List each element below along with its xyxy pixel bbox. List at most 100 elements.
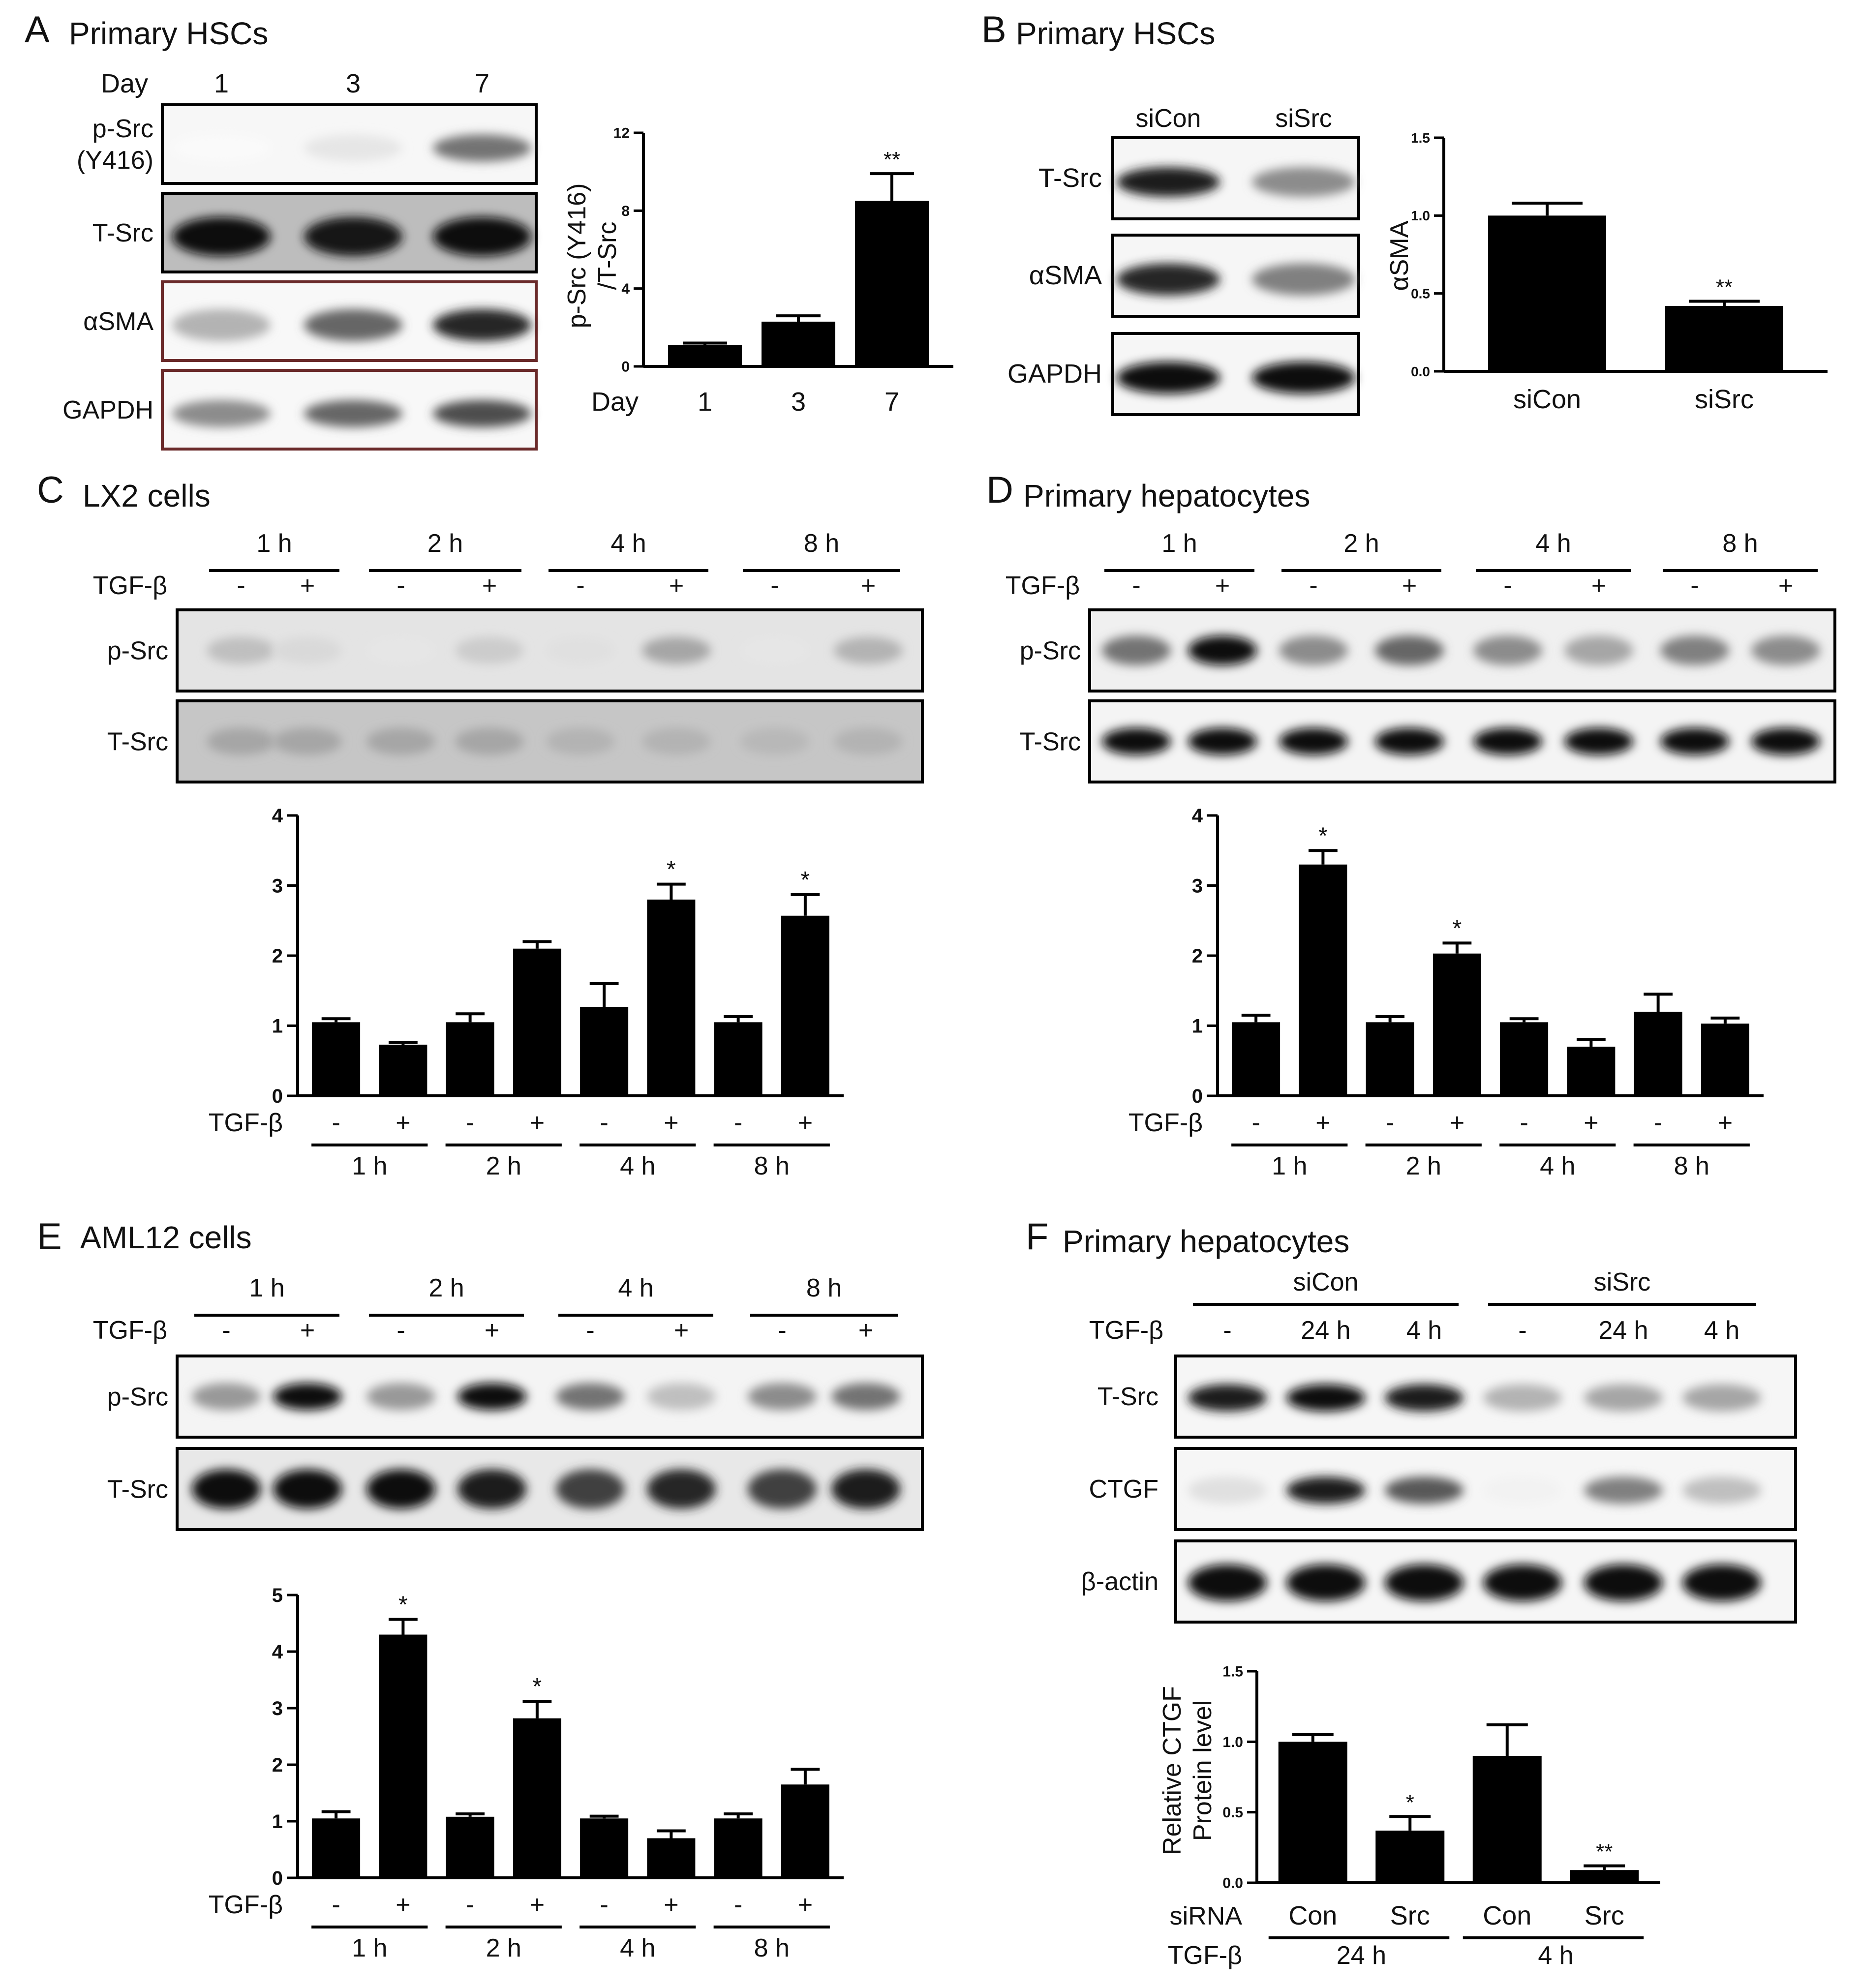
treatment-label: TGF-β — [1089, 1316, 1163, 1345]
bar — [446, 1816, 494, 1878]
panel-b-title: Primary HSCs — [1016, 16, 1215, 51]
band — [1252, 361, 1355, 394]
panel-e-chart: 0 1 2 3 4 5 * * TGF-β - + - + - + - +1 h 2 h 4 h 8 h — [209, 1585, 844, 1962]
band — [1117, 167, 1220, 197]
x-treatment-sign: + — [530, 1891, 545, 1919]
blot-group-label: 1 h — [249, 1274, 284, 1302]
panel-a: A Primary HSCs Day 1 3 7 p-Src (Y416) T-Src αSM… — [25, 9, 953, 451]
x-treatment-sign: + — [798, 1891, 813, 1919]
blot-group-label: 4 h — [618, 1274, 653, 1302]
band — [273, 637, 342, 664]
y-axis-label-line: p-Src (Y416) — [563, 183, 591, 329]
blot-row-label: T-Src — [107, 728, 168, 756]
bar — [1488, 215, 1606, 371]
band — [740, 637, 809, 664]
bar — [1665, 306, 1783, 371]
band — [1279, 728, 1348, 755]
band — [647, 1469, 716, 1509]
treatment-sign: - — [396, 572, 405, 600]
band — [1286, 1476, 1365, 1504]
y-tick-label: 0 — [1192, 1085, 1203, 1107]
x-row1-value: Con — [1483, 1901, 1531, 1930]
blot-group-label: 8 h — [804, 529, 839, 558]
x-treatment-label: TGF-β — [209, 1891, 283, 1919]
band — [1584, 1564, 1663, 1601]
band — [366, 728, 435, 755]
band — [1483, 1476, 1562, 1504]
band — [1385, 1384, 1464, 1412]
y-axis-label: Relative CTGFProtein level — [1158, 1686, 1217, 1855]
band — [1682, 1476, 1761, 1504]
treatment-sign: - — [1223, 1316, 1231, 1345]
y-tick-label: 0.0 — [1222, 1875, 1243, 1892]
treatment-sign: + — [482, 572, 497, 600]
bar — [668, 345, 742, 366]
band — [1385, 1564, 1464, 1601]
y-tick-label: 3 — [1192, 875, 1203, 897]
x-row1-value: Src — [1585, 1901, 1624, 1930]
bar — [1299, 864, 1347, 1096]
band — [556, 1469, 625, 1509]
y-axis-label: αSMA — [1385, 220, 1414, 291]
treatment-sign: - — [770, 572, 779, 600]
y-tick-label: 3 — [272, 1698, 283, 1719]
y-tick-label: 1 — [1192, 1016, 1203, 1037]
band — [1385, 1476, 1464, 1504]
lane-label: 1 — [214, 69, 229, 98]
y-tick-label: 0.5 — [1411, 286, 1430, 301]
band — [433, 309, 531, 341]
band — [366, 1383, 435, 1410]
treatment-sign: + — [300, 1316, 315, 1345]
bar — [1567, 1047, 1616, 1096]
bar — [379, 1044, 427, 1096]
blot-group-label: 2 h — [428, 1274, 464, 1302]
band — [1117, 361, 1220, 394]
band — [1682, 1384, 1761, 1412]
x-row1-label: siRNA — [1170, 1902, 1243, 1930]
y-tick-label: 2 — [272, 945, 283, 967]
panel-a-title: Primary HSCs — [69, 16, 268, 51]
blot-row-label: T-Src — [1038, 163, 1102, 193]
treatment-label: TGF-β — [1006, 572, 1080, 600]
blot-group-label: 2 h — [427, 529, 463, 558]
treatment-sign: 24 h — [1301, 1316, 1350, 1345]
y-tick-label: 12 — [613, 125, 630, 142]
blot-group-label: 8 h — [1722, 529, 1758, 558]
bar — [312, 1818, 361, 1878]
band — [1375, 728, 1444, 755]
panel-d-blot: 1 h 2 h 4 h 8 h TGF-β - + - + - + - + p-Src T-Src — [1006, 529, 1836, 783]
band — [1660, 635, 1729, 665]
bar — [513, 948, 561, 1096]
x-group-label: 8 h — [754, 1934, 790, 1962]
bar — [1472, 1756, 1542, 1883]
blot-group-label: 2 h — [1343, 529, 1379, 558]
treatment-sign: + — [1591, 572, 1606, 600]
y-tick-label: 4 — [272, 1641, 283, 1663]
panel-a-chart: 0 4 8 12 ** 1 3 7 Day p-Src (Y416)/T-Src — [563, 125, 953, 417]
significance-label: * — [801, 867, 810, 893]
y-tick-label: 3 — [272, 875, 283, 897]
treatment-sign: - — [778, 1316, 786, 1345]
bar — [781, 915, 829, 1096]
x-treatment-sign: + — [1584, 1109, 1598, 1137]
band — [1188, 1476, 1267, 1504]
y-tick-label: 0.0 — [1411, 364, 1430, 379]
band — [1188, 635, 1257, 665]
panel-d-chart: 0 1 2 3 4 * * TGF-β - + - + - + - +1 h 2 h 4 h 8 h — [1128, 805, 1764, 1180]
panel-e-letter: E — [37, 1216, 62, 1258]
bar — [1375, 1830, 1445, 1883]
bar — [781, 1784, 829, 1878]
band — [273, 1383, 342, 1410]
blot-group-label: siSrc — [1594, 1268, 1651, 1296]
band — [831, 1383, 900, 1410]
band — [1584, 1384, 1663, 1412]
x-treatment-sign: - — [1386, 1109, 1394, 1137]
treatment-sign: + — [858, 1316, 873, 1345]
blot-row-label: p-Src — [107, 637, 168, 665]
x-treatment-label: TGF-β — [209, 1109, 283, 1137]
x-row1-value: Con — [1288, 1901, 1337, 1930]
bar — [647, 900, 696, 1096]
band — [433, 134, 531, 162]
x-row1-value: Src — [1390, 1901, 1430, 1930]
x-group-label: 2 h — [486, 1934, 521, 1962]
